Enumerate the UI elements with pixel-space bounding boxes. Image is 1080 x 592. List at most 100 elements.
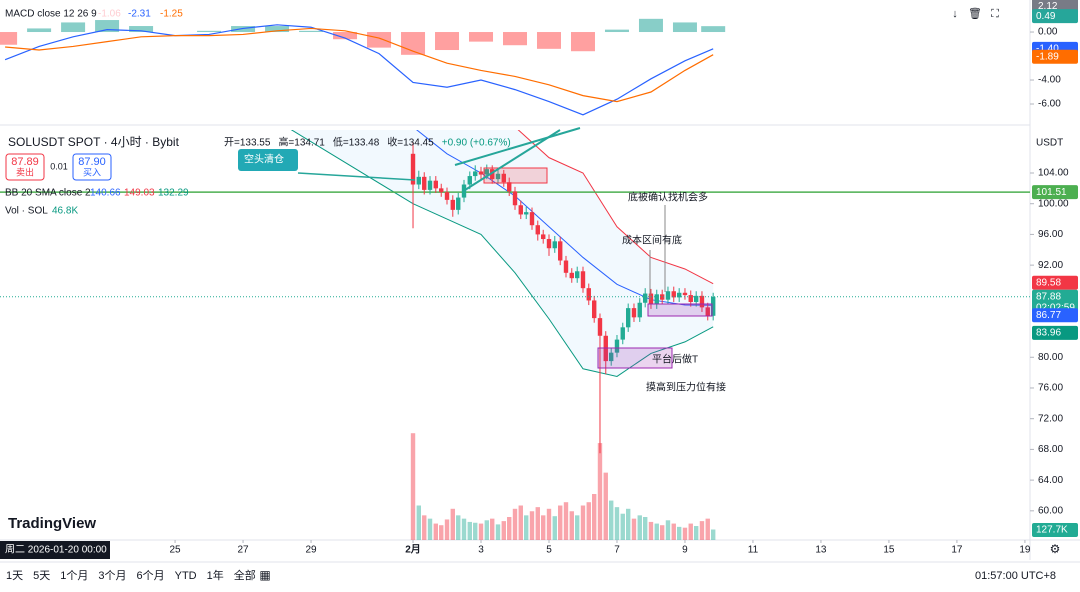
settings-icon[interactable]: ⚙ — [1050, 542, 1061, 556]
y-tick-label: 100.00 — [1038, 198, 1069, 209]
candle-body — [569, 272, 574, 279]
volume-bar — [688, 523, 693, 540]
volume-bar — [461, 518, 467, 540]
histogram-bar — [61, 22, 86, 33]
candle-body — [422, 176, 427, 190]
buy-price[interactable]: 87.90 — [78, 156, 106, 168]
x-tick-label: 17 — [951, 545, 963, 556]
candle-body — [580, 271, 586, 289]
range-button[interactable]: YTD — [175, 570, 197, 582]
candle-body — [614, 339, 620, 353]
y-tick-label: 60.00 — [1038, 505, 1063, 516]
trend-line — [454, 127, 581, 166]
macd-legend-value: -1.25 — [160, 9, 183, 20]
x-tick-label: 5 — [546, 545, 552, 556]
candle-body — [473, 171, 478, 177]
price-tag — [1032, 49, 1078, 64]
range-button[interactable]: 6个月 — [137, 569, 165, 582]
volume-bar — [490, 518, 495, 540]
price-pane — [0, 130, 1030, 540]
candle-body — [433, 180, 438, 189]
candle-body — [439, 188, 444, 193]
sell-label[interactable]: 卖出 — [16, 166, 34, 177]
clock[interactable]: 01:57:00 UTC+8 — [975, 570, 1056, 582]
macd-line — [5, 27, 714, 103]
candle-body — [490, 169, 495, 180]
y-tick-label: 104.00 — [1038, 168, 1069, 179]
y-tick-label: -4.00 — [1038, 75, 1061, 86]
x-tick-label: 19 — [1019, 545, 1031, 556]
candle-body — [529, 212, 535, 226]
histogram-bar — [503, 32, 527, 46]
volume-bar — [710, 529, 716, 540]
histogram-bar — [0, 32, 18, 45]
histogram-bar — [570, 32, 595, 52]
y-tick-label: 64.00 — [1038, 475, 1063, 486]
zone-box — [483, 167, 548, 184]
range-button[interactable]: 1个月 — [60, 569, 88, 582]
y-tick-label: 76.00 — [1038, 383, 1063, 394]
x-tick-label: 9 — [682, 545, 688, 556]
histogram-bar — [367, 32, 392, 48]
volume-bar — [642, 517, 648, 540]
delete-icon[interactable]: 🗑 — [968, 7, 982, 20]
candle-body — [665, 291, 671, 300]
calendar-icon[interactable]: ▦ — [259, 568, 270, 582]
volume-bar — [586, 502, 591, 540]
volume-bar — [439, 525, 444, 540]
range-button[interactable]: 1年 — [207, 568, 224, 582]
ohlc-item: 开=133.55 — [224, 138, 271, 149]
trend-line — [297, 172, 416, 181]
volume-bar — [501, 521, 506, 540]
volume-bar — [433, 523, 438, 540]
bb-legend-value: 149.03 — [124, 188, 155, 199]
volume-bar — [524, 515, 529, 540]
candle-body — [699, 295, 705, 308]
sell-price[interactable]: 87.89 — [11, 156, 39, 168]
y-tick-label: 96.00 — [1038, 229, 1063, 240]
price-tag — [1032, 289, 1078, 304]
price-tag-label: 0.49 — [1036, 11, 1056, 22]
price-tag-label: 101.51 — [1036, 187, 1067, 198]
cursor-date: 周二 2026-01-20 00:00 — [5, 544, 107, 556]
sell-button[interactable] — [5, 153, 45, 181]
volume-bar — [541, 515, 546, 540]
candle-body — [637, 302, 642, 318]
annotation: 空头清仓 — [244, 153, 284, 166]
volume-bar — [637, 515, 642, 540]
volume-bar — [518, 505, 523, 540]
range-button[interactable]: 1天 — [6, 570, 23, 582]
candle-body — [676, 292, 682, 298]
price-tag-label: 127.7K — [1036, 525, 1068, 536]
x-tick-label: 15 — [883, 545, 895, 556]
range-button[interactable]: 3个月 — [98, 569, 126, 582]
histogram-bar — [536, 32, 561, 49]
volume-bar — [416, 505, 421, 540]
volume-bar — [512, 508, 518, 540]
candle-body — [705, 307, 710, 316]
range-button[interactable]: 全部 — [234, 568, 256, 582]
volume-bar — [456, 515, 461, 540]
volume-bar — [580, 505, 586, 540]
y-tick-label: 68.00 — [1038, 444, 1063, 455]
candle-body — [541, 234, 546, 240]
spread: 0.01 — [50, 161, 68, 171]
volume-bar — [631, 518, 637, 540]
annotation: 成本区间有底 — [622, 234, 682, 247]
down-icon[interactable]: ↓ — [952, 8, 958, 20]
bb-legend-value: 140.66 — [90, 188, 121, 199]
range-button[interactable]: 5天 — [33, 570, 50, 582]
candle-body — [654, 294, 659, 305]
volume-bar — [467, 521, 472, 540]
maximize-icon[interactable]: ⛶ — [991, 8, 999, 20]
buy-button[interactable] — [72, 153, 112, 181]
price-tag-label: 86.77 — [1036, 310, 1061, 321]
callout-box — [238, 149, 298, 171]
volume-bar — [603, 472, 608, 540]
volume-bar — [575, 515, 580, 540]
price-tag — [1032, 325, 1078, 340]
price-tag-label: 87.88 — [1036, 291, 1061, 302]
buy-label[interactable]: 买入 — [83, 167, 101, 177]
volume-bar — [450, 508, 455, 540]
